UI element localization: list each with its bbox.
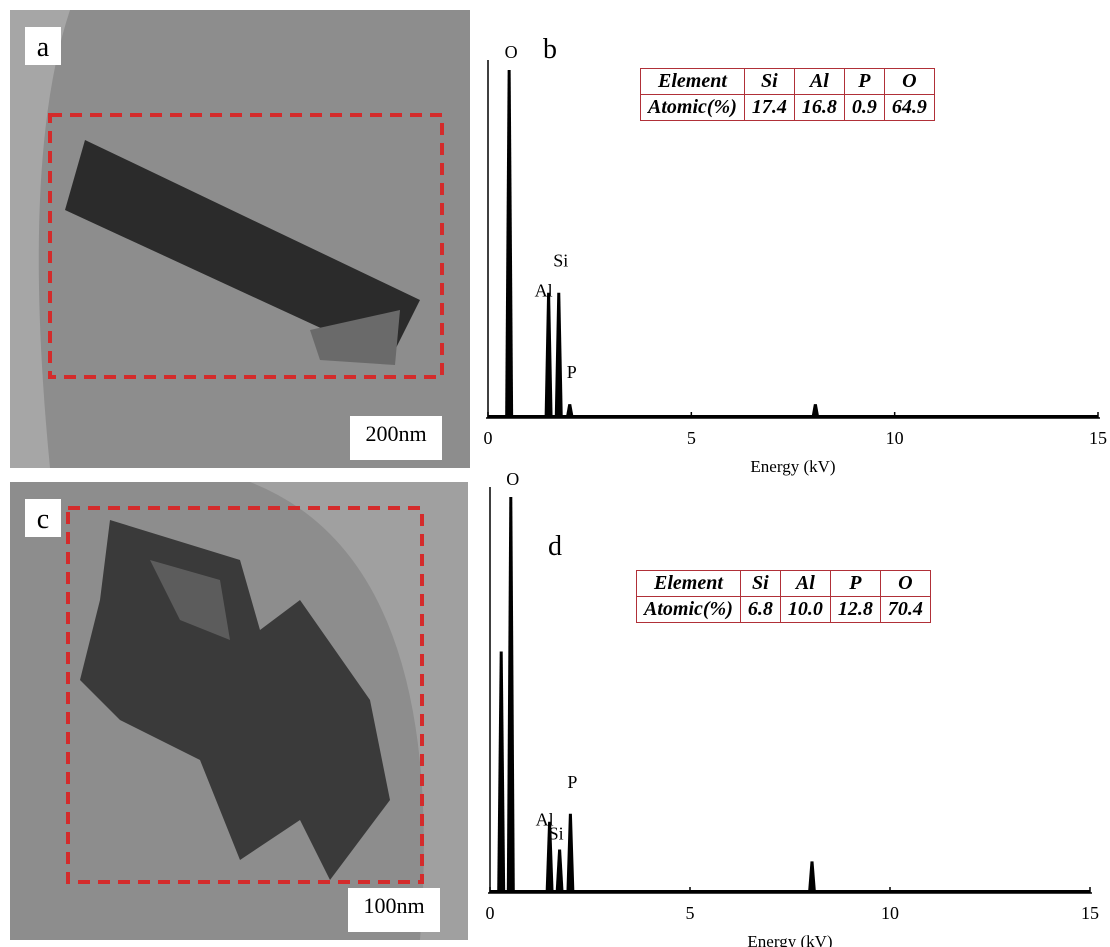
x-tick-label: 5 — [686, 903, 695, 923]
baseline-noise — [490, 890, 1090, 893]
panel-label: a — [37, 32, 50, 63]
table-cell: P — [844, 69, 884, 95]
table-cell: 70.4 — [880, 597, 930, 623]
peak-label: P — [567, 772, 577, 792]
peak — [811, 404, 819, 418]
x-tick-label: 0 — [486, 903, 495, 923]
table-cell: Atomic(%) — [641, 95, 745, 121]
scale-bar-text: 200nm — [365, 421, 426, 446]
baseline-noise — [488, 415, 1098, 418]
figure: a200nmc100nmb051015Energy (kV)OAlSiPd051… — [0, 0, 1110, 947]
scale-bar-text: 100nm — [363, 893, 424, 918]
peak — [507, 497, 515, 893]
table-cell: 16.8 — [794, 95, 844, 121]
table-cell: Si — [740, 571, 780, 597]
table-cell: 0.9 — [844, 95, 884, 121]
table-cell: Element — [641, 69, 745, 95]
table-cell: 17.4 — [744, 95, 794, 121]
x-tick-label: 15 — [1089, 428, 1107, 448]
peak-label: Al — [535, 281, 553, 301]
table-cell: O — [884, 69, 934, 95]
peak — [556, 849, 564, 893]
peak — [808, 861, 816, 893]
peak — [497, 651, 505, 893]
peak — [566, 814, 574, 893]
table-cell: Al — [794, 69, 844, 95]
x-axis-label: Energy (kV) — [750, 457, 835, 476]
x-tick-label: 0 — [484, 428, 493, 448]
peak-label: Si — [549, 823, 564, 843]
peak-label: O — [505, 42, 518, 62]
table-cell: Element — [637, 571, 741, 597]
scale-bar — [360, 920, 418, 927]
x-tick-label: 5 — [687, 428, 696, 448]
peak — [555, 293, 563, 418]
panel-label: c — [37, 504, 49, 535]
peak-label: Si — [553, 251, 568, 271]
table-cell: O — [880, 571, 930, 597]
figure-canvas: a200nmc100nmb051015Energy (kV)OAlSiPd051… — [0, 0, 1110, 947]
table-cell: P — [830, 571, 880, 597]
peak — [545, 293, 553, 418]
table-cell: 64.9 — [884, 95, 934, 121]
panel-label: b — [543, 34, 557, 65]
table-cell: Al — [780, 571, 830, 597]
panel-label: d — [548, 531, 562, 562]
table-cell: Si — [744, 69, 794, 95]
table-cell: Atomic(%) — [637, 597, 741, 623]
x-tick-label: 10 — [886, 428, 904, 448]
table-cell: 10.0 — [780, 597, 830, 623]
x-axis-label: Energy (kV) — [747, 932, 832, 947]
peak-label: P — [567, 362, 577, 382]
x-tick-label: 10 — [881, 903, 899, 923]
scale-bar — [362, 448, 420, 455]
peak-label: O — [506, 469, 519, 489]
peak — [505, 70, 513, 418]
table-cell: 6.8 — [740, 597, 780, 623]
peak — [566, 404, 574, 418]
x-tick-label: 15 — [1081, 903, 1099, 923]
table-cell: 12.8 — [830, 597, 880, 623]
